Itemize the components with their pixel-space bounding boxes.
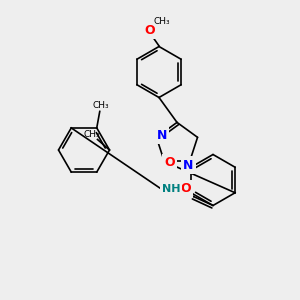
Text: O: O <box>181 182 191 196</box>
Text: CH₃: CH₃ <box>93 101 110 110</box>
Text: NH: NH <box>162 184 180 194</box>
Text: O: O <box>145 23 155 37</box>
Text: N: N <box>183 159 194 172</box>
Text: CH₃: CH₃ <box>154 16 170 26</box>
Text: O: O <box>164 157 175 169</box>
Text: N: N <box>157 129 167 142</box>
Text: CH₃: CH₃ <box>83 130 100 139</box>
